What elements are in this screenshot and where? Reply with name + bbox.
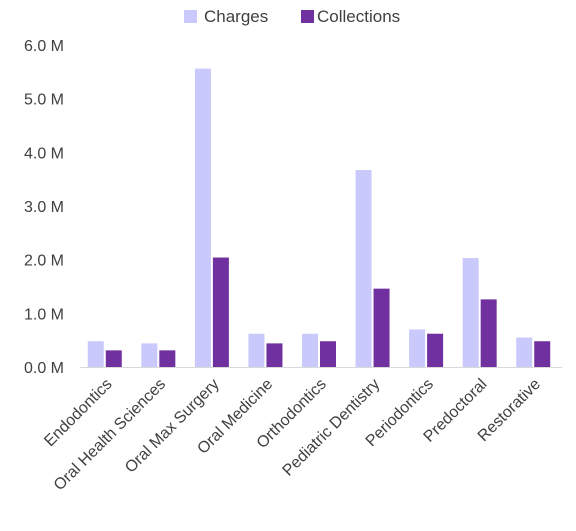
bar-collections	[480, 299, 497, 367]
bar-collections	[320, 341, 336, 367]
legend-swatch-collections	[301, 10, 314, 23]
bar-charges	[248, 333, 265, 367]
legend-label-collections: Collections	[317, 7, 400, 26]
bar-charges	[462, 258, 479, 367]
bar-charges	[302, 333, 318, 367]
y-tick-label: 6.0 M	[24, 38, 64, 55]
y-tick-label: 4.0 M	[24, 145, 64, 162]
bar-collections	[212, 257, 229, 367]
bar-collections	[534, 341, 551, 367]
bar-collections	[373, 288, 390, 367]
bar-charges	[355, 170, 372, 367]
y-tick-label: 2.0 M	[24, 253, 64, 270]
y-tick-label: 3.0 M	[24, 199, 64, 216]
bar-charges	[409, 329, 426, 367]
bar-collections	[105, 350, 122, 367]
bar-charges	[516, 337, 533, 367]
legend-label-charges: Charges	[204, 7, 268, 26]
x-tick-label: Pediatric Dentistry	[280, 376, 384, 480]
bars	[87, 68, 551, 367]
bar-charges	[141, 343, 158, 367]
bar-collections	[159, 350, 176, 367]
y-axis: 0.0 M 1.0 M 2.0 M 3.0 M 4.0 M 5.0 M 6.0 M	[24, 38, 64, 377]
bar-charges	[194, 68, 211, 367]
legend: Charges Collections	[184, 7, 400, 26]
legend-swatch-charges	[184, 10, 197, 23]
y-tick-label: 5.0 M	[24, 92, 64, 109]
y-tick-label: 0.0 M	[24, 360, 64, 377]
y-tick-label: 1.0 M	[24, 306, 64, 323]
bar-collections	[266, 343, 283, 367]
bar-charges	[87, 341, 104, 367]
bar-collections	[427, 333, 444, 367]
x-tick-label: Oral Max Surgery	[122, 376, 223, 477]
